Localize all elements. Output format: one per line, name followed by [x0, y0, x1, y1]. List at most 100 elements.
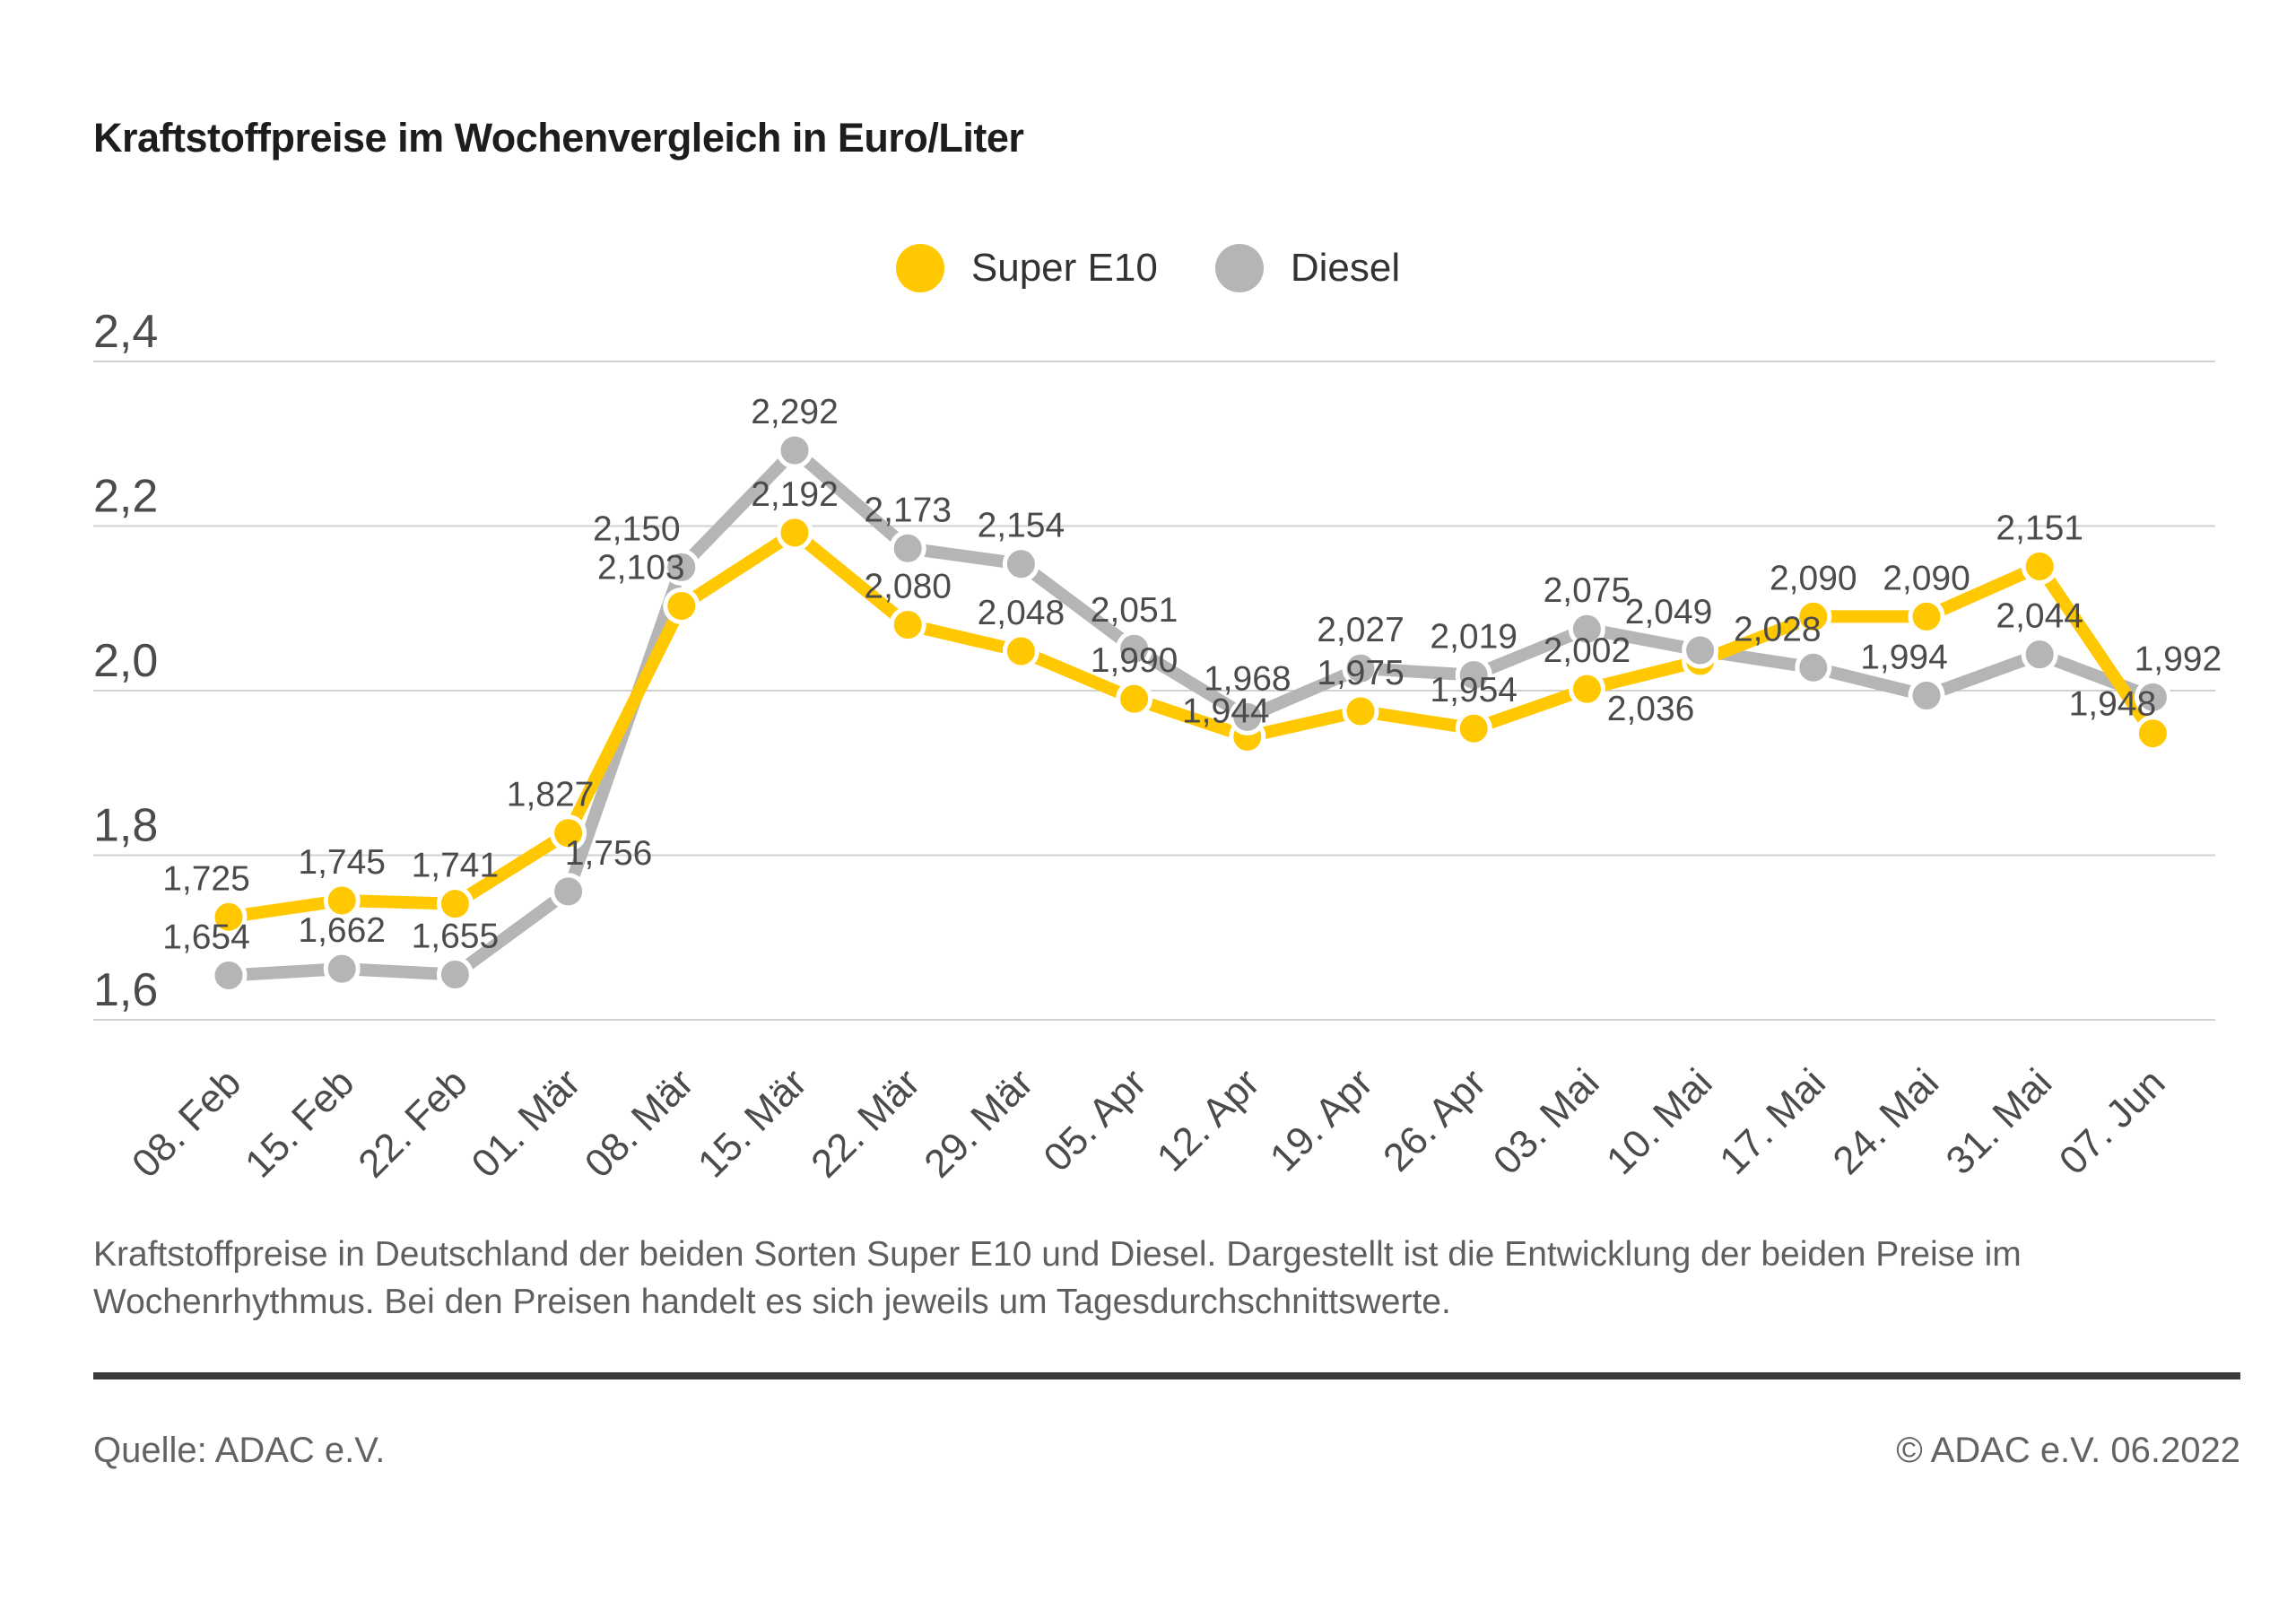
value-label-diesel: 1,968: [1204, 659, 1292, 698]
value-label-super-e10: 2,002: [1544, 631, 1631, 670]
value-label-super-e10: 2,080: [864, 568, 952, 606]
legend-item-diesel: Diesel: [1214, 244, 1401, 292]
series-line-diesel: [222, 444, 2160, 982]
x-axis-tick-label: 10. Mai: [1598, 1060, 1721, 1183]
value-label-diesel: 2,154: [978, 507, 1065, 545]
legend-label-super-e10: Super E10: [970, 246, 1158, 290]
data-point-diesel: [1795, 648, 1832, 686]
value-label-diesel: 2,028: [1734, 610, 1822, 648]
data-point-super-e10: [436, 885, 474, 923]
data-point-super-e10: [1455, 709, 1492, 747]
data-point-diesel: [1342, 649, 1379, 687]
x-axis-tick-label: 26. Apr: [1375, 1060, 1494, 1179]
data-point-super-e10: [210, 898, 248, 936]
x-axis-tick-label: 05. Apr: [1035, 1060, 1154, 1179]
x-axis-tick-label: 07. Jun: [2051, 1060, 2174, 1183]
x-axis-tick-label: 24. Mai: [1824, 1060, 1947, 1183]
value-label-diesel: 2,051: [1091, 591, 1178, 630]
data-point-diesel: [1002, 545, 1039, 583]
data-point-diesel: [2134, 678, 2171, 716]
data-point-super-e10: [2021, 547, 2058, 585]
value-label-super-e10: 2,048: [978, 594, 1065, 632]
x-axis-tick-label: 08. Mär: [577, 1060, 702, 1186]
copyright-text: © ADAC e.V. 06.2022: [1896, 1431, 2240, 1470]
footer: Quelle: ADAC e.V. © ADAC e.V. 06.2022: [93, 1431, 2240, 1471]
value-label-diesel: 2,075: [1544, 571, 1631, 610]
y-axis-tick-label: 2,2: [93, 471, 158, 523]
data-point-diesel: [776, 431, 813, 469]
x-axis-tick-label: 29. Mär: [916, 1060, 1041, 1186]
data-point-diesel: [1229, 698, 1266, 735]
x-axis-tick-label: 12. Apr: [1149, 1060, 1268, 1179]
value-label-diesel: 2,019: [1430, 618, 1518, 657]
value-label-super-e10: 1,948: [2069, 685, 2157, 724]
data-point-super-e10: [1795, 597, 1832, 635]
chart-legend: Super E10 Diesel: [0, 244, 2296, 292]
legend-item-super-e10: Super E10: [895, 244, 1158, 292]
value-label-super-e10: 2,090: [1883, 559, 1970, 597]
x-axis-tick-label: 03. Mai: [1485, 1060, 1608, 1183]
x-axis-tick-label: 01. Mär: [464, 1060, 589, 1186]
data-point-super-e10: [1116, 680, 1153, 718]
x-axis-tick-label: 15. Mär: [690, 1060, 815, 1186]
value-label-diesel: 2,173: [864, 491, 952, 529]
source-text: Quelle: ADAC e.V.: [93, 1431, 386, 1470]
value-label-diesel: 2,044: [1996, 597, 2083, 636]
data-point-super-e10: [1568, 670, 1605, 708]
value-label-diesel: 1,655: [412, 918, 500, 956]
value-label-super-e10: 1,827: [507, 776, 595, 814]
value-label-super-e10: 1,990: [1091, 641, 1178, 680]
data-point-super-e10: [776, 514, 813, 552]
data-point-super-e10: [663, 587, 700, 624]
value-label-diesel: 2,027: [1317, 611, 1405, 649]
data-point-super-e10: [1002, 632, 1039, 670]
page-title: Kraftstoffpreise im Wochenvergleich in E…: [93, 115, 1024, 161]
data-point-diesel: [663, 548, 700, 586]
data-point-diesel: [889, 529, 926, 567]
data-point-super-e10: [550, 814, 587, 852]
data-point-diesel: [1455, 657, 1492, 694]
data-point-diesel: [2021, 636, 2058, 674]
value-label-super-e10: 1,944: [1182, 692, 1270, 730]
data-point-diesel: [436, 956, 474, 994]
data-point-diesel: [1908, 677, 1945, 715]
y-axis-tick-label: 2,4: [93, 306, 158, 358]
x-axis-tick-label: 08. Feb: [124, 1060, 249, 1186]
data-point-diesel: [210, 956, 248, 994]
y-axis-tick-label: 1,6: [93, 964, 158, 1016]
y-axis-tick-label: 2,0: [93, 635, 158, 687]
value-label-diesel: 1,662: [298, 911, 386, 950]
data-point-diesel: [550, 873, 587, 910]
value-label-super-e10: 2,090: [1770, 559, 1857, 597]
chart-caption: Kraftstoffpreise in Deutschland der beid…: [93, 1235, 2022, 1321]
value-label-super-e10: 1,725: [162, 859, 250, 898]
value-label-super-e10: 2,036: [1607, 690, 1695, 728]
x-axis-tick-label: 22. Mär: [803, 1060, 928, 1186]
value-label-diesel: 2,150: [593, 509, 681, 548]
value-label-diesel: 1,994: [1860, 639, 1948, 677]
data-point-diesel: [1568, 610, 1605, 648]
series-line-super-e10: [222, 526, 2160, 924]
value-label-super-e10: 1,954: [1430, 671, 1518, 709]
legend-dot-super-e10-icon: [895, 244, 944, 292]
y-axis-tick-label: 1,8: [93, 800, 158, 852]
x-axis-tick-label: 19. Apr: [1262, 1060, 1381, 1179]
data-point-super-e10: [1908, 597, 1945, 635]
value-label-super-e10: 2,192: [751, 475, 839, 514]
data-point-super-e10: [889, 606, 926, 644]
data-point-super-e10: [323, 882, 361, 919]
value-label-diesel: 2,292: [751, 393, 839, 431]
value-label-super-e10: 1,741: [412, 847, 500, 885]
legend-dot-diesel-icon: [1214, 244, 1264, 292]
value-label-super-e10: 1,745: [298, 843, 386, 882]
x-axis-tick-label: 17. Mai: [1711, 1060, 1834, 1183]
value-label-diesel: 1,654: [162, 918, 250, 956]
x-axis-tick-label: 22. Feb: [350, 1060, 475, 1186]
data-point-diesel: [323, 950, 361, 988]
value-label-super-e10: 2,151: [1996, 509, 2083, 547]
data-point-super-e10: [2134, 715, 2171, 753]
legend-label-diesel: Diesel: [1290, 246, 1401, 290]
data-point-super-e10: [1342, 692, 1379, 730]
